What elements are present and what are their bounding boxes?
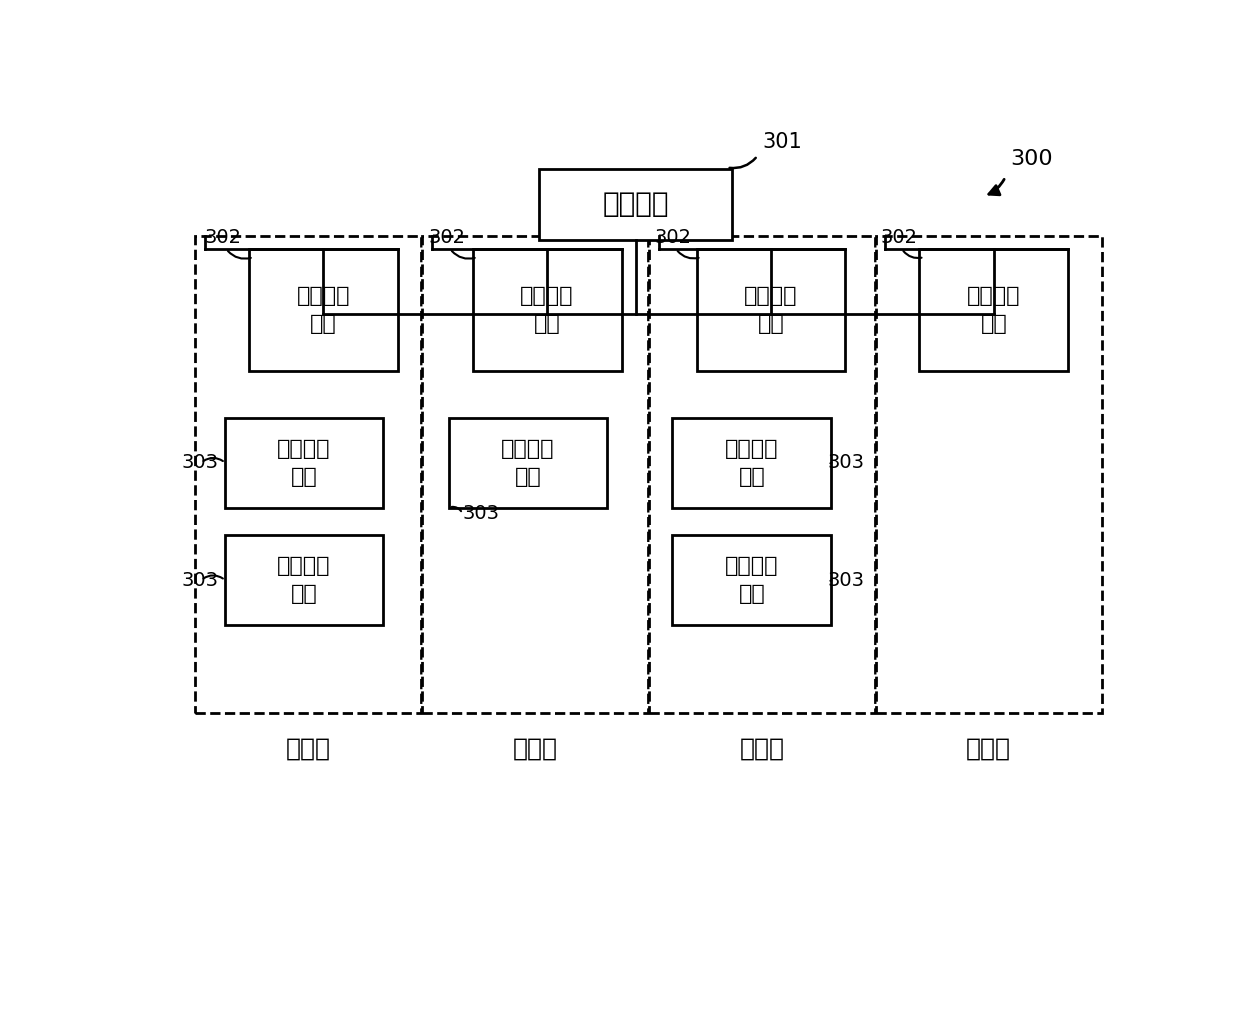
- Bar: [449, 418, 608, 507]
- Bar: [697, 249, 846, 370]
- Text: 附属单床
协议: 附属单床 协议: [967, 286, 1021, 334]
- Bar: [672, 535, 831, 625]
- Text: 附属单床
协议: 附属单床 协议: [521, 286, 574, 334]
- Bar: [224, 418, 383, 507]
- Bar: [920, 249, 1069, 370]
- Text: 附加单床
协议: 附加单床 协议: [725, 556, 779, 604]
- Text: 第三床: 第三床: [739, 736, 785, 761]
- Text: 303: 303: [182, 454, 219, 472]
- Text: 302: 302: [429, 229, 466, 247]
- Text: 302: 302: [655, 229, 692, 247]
- Bar: [672, 418, 831, 507]
- Bar: [649, 236, 874, 713]
- Text: 303: 303: [182, 571, 219, 590]
- Text: 附加单床
协议: 附加单床 协议: [278, 438, 331, 487]
- Text: 300: 300: [1011, 149, 1053, 169]
- Text: 第一床: 第一床: [285, 736, 331, 761]
- Text: 第四床: 第四床: [966, 736, 1011, 761]
- Text: 附属单床
协议: 附属单床 协议: [296, 286, 350, 334]
- Text: 301: 301: [763, 132, 802, 152]
- Bar: [196, 236, 422, 713]
- Text: 302: 302: [880, 229, 918, 247]
- Text: 整体协议: 整体协议: [603, 190, 668, 219]
- Bar: [224, 535, 383, 625]
- Text: 附加单床
协议: 附加单床 协议: [725, 438, 779, 487]
- Bar: [249, 249, 398, 370]
- Text: 附加单床
协议: 附加单床 协议: [501, 438, 554, 487]
- Text: 303: 303: [828, 571, 864, 590]
- Bar: [472, 249, 621, 370]
- Text: 303: 303: [463, 504, 500, 523]
- Text: 第二床: 第二床: [512, 736, 558, 761]
- Text: 302: 302: [205, 229, 242, 247]
- Text: 303: 303: [828, 454, 864, 472]
- Bar: [539, 169, 732, 239]
- Text: 附属单床
协议: 附属单床 协议: [744, 286, 797, 334]
- Bar: [422, 236, 649, 713]
- Bar: [875, 236, 1101, 713]
- Text: 附加单床
协议: 附加单床 协议: [278, 556, 331, 604]
